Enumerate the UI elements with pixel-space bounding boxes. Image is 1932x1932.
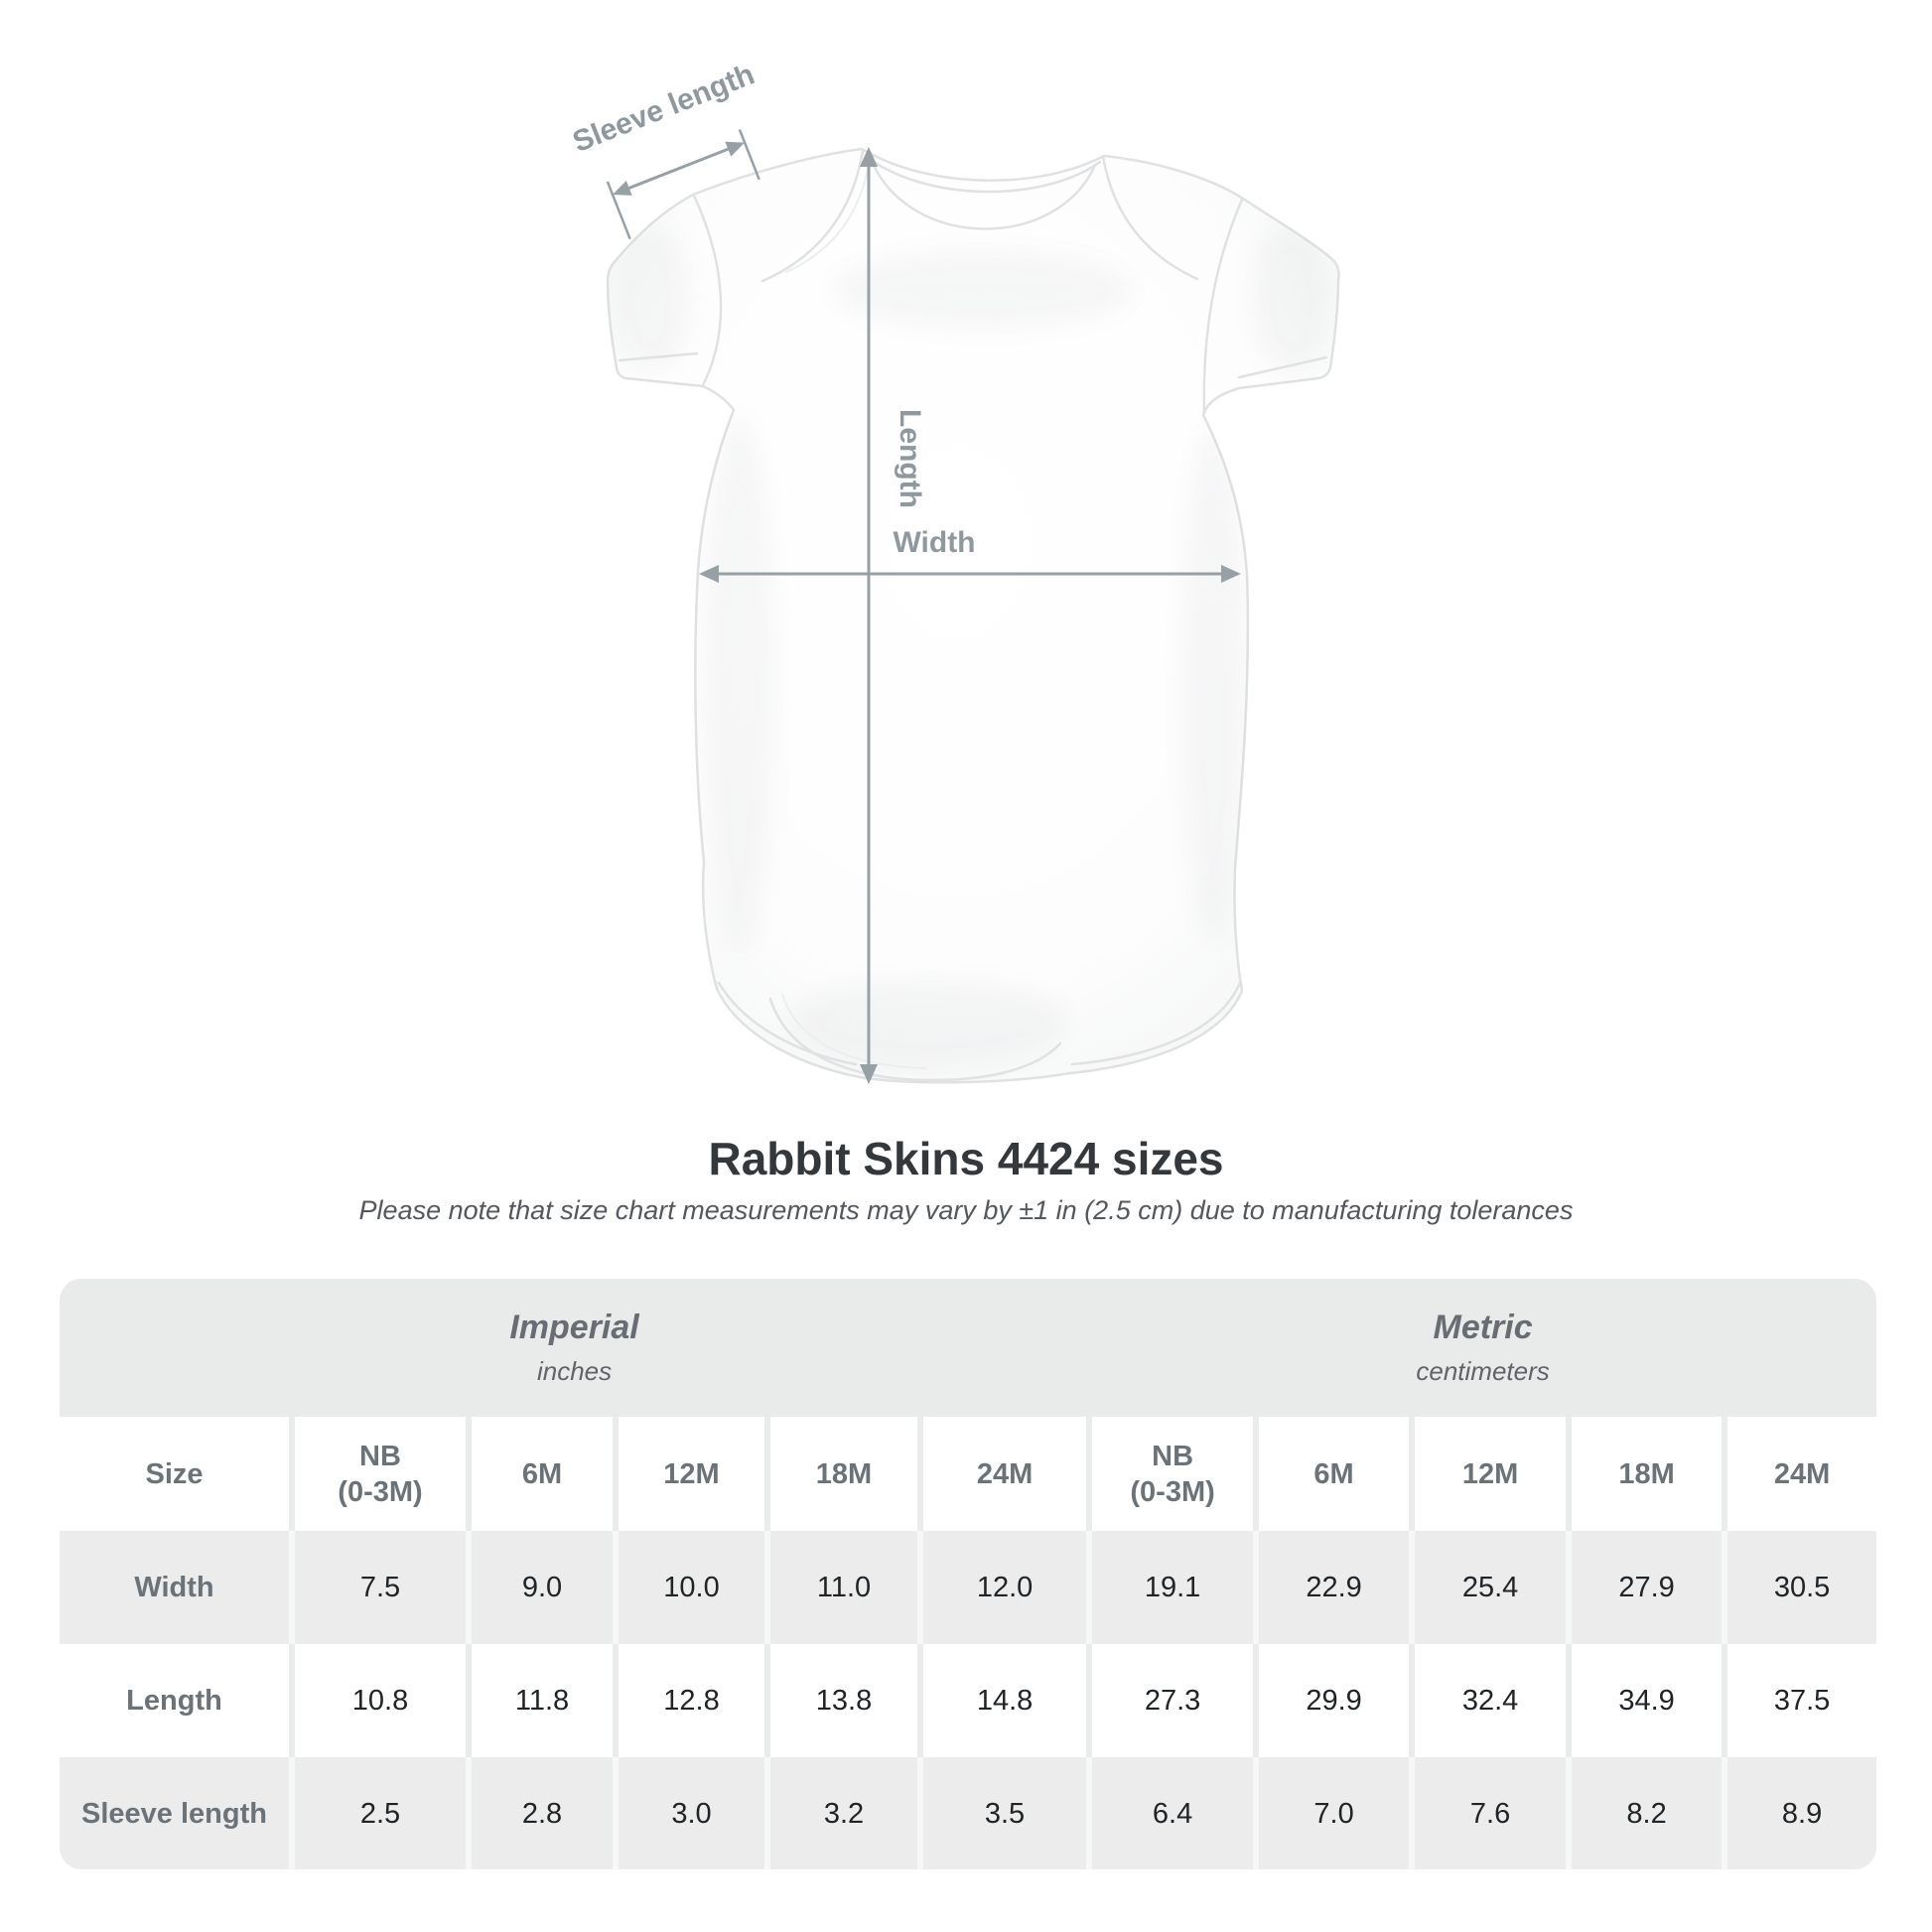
value-cell: 13.8 [764, 1644, 920, 1757]
width-arrow [699, 565, 1241, 583]
table-row-length: Length 10.8 11.8 12.8 13.8 14.8 27.3 29.… [60, 1644, 1876, 1757]
metric-label: Metric [1433, 1309, 1533, 1346]
value-cell: 30.5 [1722, 1531, 1876, 1644]
value-cell: 3.2 [764, 1757, 920, 1869]
value-cell: 2.5 [289, 1757, 469, 1869]
size-table-grid: Imperial inches Metric centimeters Size … [60, 1279, 1876, 1869]
value-cell: 27.9 [1566, 1531, 1725, 1644]
unit-group-metric: Metric centimeters [1089, 1279, 1876, 1417]
col-header: 18M [764, 1417, 920, 1531]
col-header: 6M [1253, 1417, 1413, 1531]
measurement-arrows [606, 129, 1241, 1084]
size-header-cell: Size [145, 1457, 204, 1490]
value-cell: 25.4 [1409, 1531, 1570, 1644]
value-cell: 8.9 [1722, 1757, 1876, 1869]
imperial-unit-label: inches [536, 1356, 613, 1386]
col-header: 24M [1722, 1417, 1876, 1531]
value-cell: 34.9 [1566, 1644, 1725, 1757]
sleeve-length-arrow [606, 129, 760, 240]
page-title: Rabbit Skins 4424 sizes [708, 1133, 1224, 1184]
onesie-illustration: Sleeve length Length Width [568, 58, 1340, 1084]
page-subtitle: Please note that size chart measurements… [358, 1195, 1574, 1225]
onesie-garment [606, 147, 1340, 1084]
value-cell: 32.4 [1409, 1644, 1570, 1757]
value-cell: 3.5 [916, 1757, 1090, 1869]
value-cell: 2.8 [466, 1757, 616, 1869]
value-cell: 37.5 [1722, 1644, 1876, 1757]
length-label: Length [894, 409, 926, 508]
value-cell: 29.9 [1253, 1644, 1413, 1757]
value-cell: 10.8 [289, 1644, 469, 1757]
metric-unit-label: centimeters [1416, 1356, 1550, 1386]
value-cell: 12.0 [916, 1531, 1090, 1644]
table-row-sleeve-length: Sleeve length 2.5 2.8 3.0 3.2 3.5 6.4 7.… [60, 1757, 1876, 1869]
value-cell: 11.8 [466, 1644, 616, 1757]
length-arrow [860, 147, 878, 1084]
col-header: NB (0-3M) [289, 1417, 469, 1531]
value-cell: 7.0 [1253, 1757, 1413, 1869]
unit-group-imperial: Imperial inches [60, 1279, 1090, 1417]
width-label: Width [893, 526, 975, 559]
value-cell: 3.0 [613, 1757, 767, 1869]
value-cell: 11.0 [764, 1531, 920, 1644]
size-table: Imperial inches Metric centimeters Size … [60, 1279, 1876, 1869]
value-cell: 27.3 [1086, 1644, 1257, 1757]
value-cell: 22.9 [1253, 1531, 1413, 1644]
col-header: 6M [466, 1417, 616, 1531]
col-header: 12M [613, 1417, 767, 1531]
col-header: 24M [916, 1417, 1090, 1531]
value-cell: 9.0 [466, 1531, 616, 1644]
row-label: Sleeve length [60, 1757, 292, 1869]
unit-band-row: Imperial inches Metric centimeters [60, 1279, 1876, 1417]
row-label: Length [126, 1685, 222, 1717]
value-cell: 19.1 [1086, 1531, 1257, 1644]
col-header: 18M [1566, 1417, 1725, 1531]
table-row-width: Width 7.5 9.0 10.0 11.0 12.0 19.1 22.9 2… [60, 1531, 1876, 1644]
value-cell: 12.8 [613, 1644, 767, 1757]
value-cell: 10.0 [613, 1531, 767, 1644]
value-cell: 14.8 [916, 1644, 1090, 1757]
column-header-row: Size NB (0-3M) 6M 12M 18M 24M NB (0-3M) 6M… [60, 1417, 1876, 1531]
col-header: 12M [1409, 1417, 1570, 1531]
row-label: Width [60, 1531, 292, 1644]
value-cell: 7.5 [289, 1531, 469, 1644]
value-cell: 8.2 [1566, 1757, 1725, 1869]
value-cell: 6.4 [1086, 1757, 1257, 1869]
col-header: NB (0-3M) [1086, 1417, 1257, 1531]
value-cell: 7.6 [1409, 1757, 1570, 1869]
imperial-label: Imperial [509, 1309, 639, 1346]
